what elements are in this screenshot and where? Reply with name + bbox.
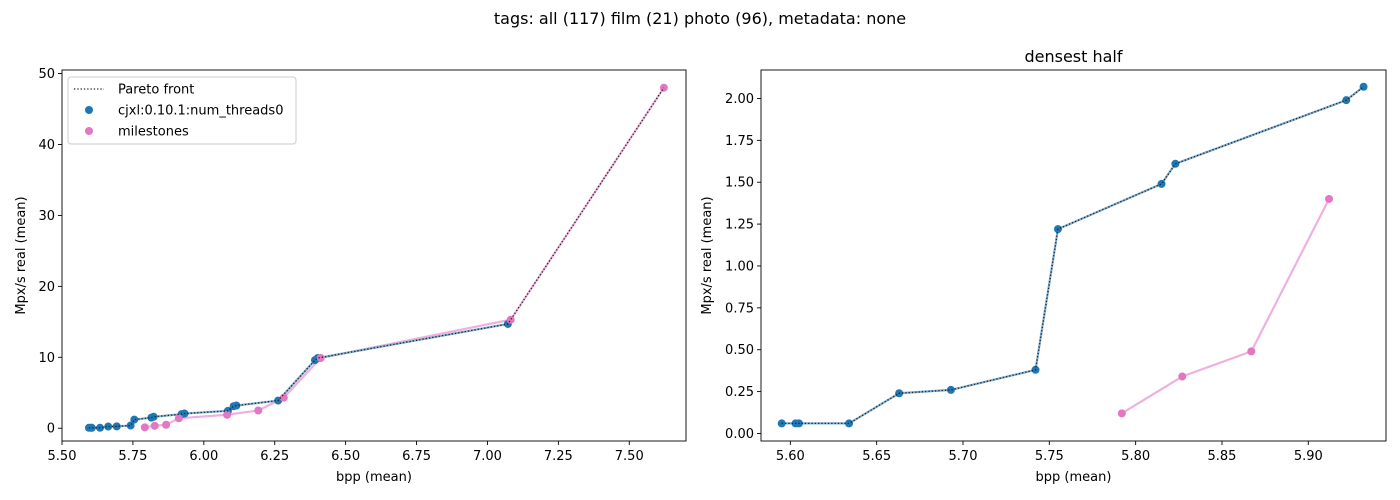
cjxl-point [87, 423, 96, 432]
cjxl-point [232, 401, 241, 410]
milestones-point [140, 423, 149, 432]
milestones-point [506, 315, 515, 324]
cjxl-line [781, 85, 1365, 425]
x-tick-label-5-60: 5.60 [776, 449, 805, 464]
milestones-point [150, 421, 159, 430]
milestones-point [1178, 372, 1187, 381]
axes-frame [760, 69, 1387, 442]
x-tick-label-6-00: 6.00 [189, 449, 218, 464]
right-chart: densest half 5.60 5.65 5.70 5.75 5.80 5.85 5.9… [700, 47, 1387, 485]
milestones-point [1117, 409, 1126, 418]
milestones-point [279, 393, 288, 402]
milestones-point [254, 406, 263, 415]
milestones-point [223, 410, 232, 419]
x-tick-label-5-50: 5.50 [48, 449, 77, 464]
right-chart-y-axis: 0.00 0.25 0.50 0.75 1.00 1.25 1.50 1.75 2.00 [725, 92, 761, 442]
milestones-point [1247, 347, 1256, 356]
cjxl-point [149, 412, 158, 421]
left-chart: 5.50 5.75 6.00 6.25 6.50 6.75 7.00 7.25 7.50 0 10… [14, 67, 687, 485]
x-tick-label-7-50: 7.50 [615, 449, 644, 464]
x-tick-label-5-75: 5.75 [1035, 449, 1064, 464]
y-tick-label-2-00: 2.00 [725, 92, 754, 107]
x-tick-label-5-80: 5.80 [1121, 449, 1150, 464]
pareto-front-line [781, 86, 1364, 425]
legend-cjxl-marker [85, 106, 93, 114]
figure-title: tags: all (117) film (21) photo (96), me… [494, 9, 906, 28]
x-tick-label-5-85: 5.85 [1208, 449, 1237, 464]
milestones-point [162, 420, 171, 429]
y-tick-label-10: 10 [38, 351, 55, 366]
right-chart-frame [760, 69, 1387, 442]
right-chart-plot-area [777, 82, 1368, 428]
milestones-line [144, 87, 665, 429]
x-tick-label-5-65: 5.65 [862, 449, 891, 464]
left-chart-x-axis: 5.50 5.75 6.00 6.25 6.50 6.75 7.00 7.25 7.50 [48, 441, 644, 464]
cjxl-point [845, 419, 854, 428]
y-tick-label-1-25: 1.25 [725, 218, 754, 233]
x-tick-label-5-70: 5.70 [949, 449, 978, 464]
axes-frame [61, 69, 687, 442]
legend-label-pareto-front: Pareto front [118, 83, 194, 98]
x-tick-label-6-25: 6.25 [260, 449, 289, 464]
left-chart-y-axis-label: Mpx/s real (mean) [14, 196, 29, 314]
left-chart-plot-area [84, 83, 668, 432]
milestones-point [174, 414, 183, 423]
left-chart-y-axis: 0 10 20 30 40 50 [38, 67, 62, 437]
legend-box [67, 76, 297, 145]
right-chart-x-axis-label: bpp (mean) [1036, 470, 1112, 485]
right-chart-title: densest half [1024, 47, 1122, 66]
x-tick-label-6-75: 6.75 [402, 449, 431, 464]
cjxl-point [126, 421, 135, 430]
left-chart-x-axis-label: bpp (mean) [336, 470, 412, 485]
right-chart-y-axis-label: Mpx/s real (mean) [700, 196, 715, 314]
legend-milestones-marker [85, 127, 93, 135]
y-tick-label-1-75: 1.75 [725, 134, 754, 149]
left-chart-frame [61, 69, 687, 442]
left-chart-legend: Pareto front cjxl:0.10.1:num_threads0 mi… [67, 76, 297, 145]
y-tick-label-0-25: 0.25 [725, 385, 754, 400]
x-tick-label-5-90: 5.90 [1294, 449, 1323, 464]
y-tick-label-30: 30 [38, 209, 55, 224]
milestones-point [1325, 194, 1334, 203]
y-tick-label-0: 0 [47, 422, 55, 437]
legend-label-milestones: milestones [118, 125, 189, 140]
cjxl-point [946, 385, 955, 394]
y-tick-label-50: 50 [38, 67, 55, 82]
x-tick-label-6-50: 6.50 [331, 449, 360, 464]
cjxl-point [1157, 179, 1166, 188]
cjxl-point [104, 422, 113, 431]
y-tick-label-20: 20 [38, 280, 55, 295]
y-tick-label-1-00: 1.00 [725, 259, 754, 274]
y-tick-label-40: 40 [38, 138, 55, 153]
x-tick-label-7-00: 7.00 [473, 449, 502, 464]
y-tick-label-0-75: 0.75 [725, 301, 754, 316]
milestones-point [316, 354, 325, 362]
milestones-line [1121, 198, 1331, 415]
cjxl-line [88, 322, 509, 429]
x-tick-label-5-75: 5.75 [118, 449, 147, 464]
legend-label-cjxl: cjxl:0.10.1:num_threads0 [118, 104, 283, 119]
y-tick-label-1-50: 1.50 [725, 176, 754, 191]
cjxl-point [112, 422, 121, 431]
cjxl-point [1359, 82, 1368, 91]
x-tick-label-7-25: 7.25 [544, 449, 573, 464]
y-tick-label-0-00: 0.00 [725, 427, 754, 442]
cjxl-point [130, 415, 139, 424]
right-chart-x-axis: 5.60 5.65 5.70 5.75 5.80 5.85 5.90 [776, 441, 1323, 464]
y-tick-label-0-50: 0.50 [725, 343, 754, 358]
